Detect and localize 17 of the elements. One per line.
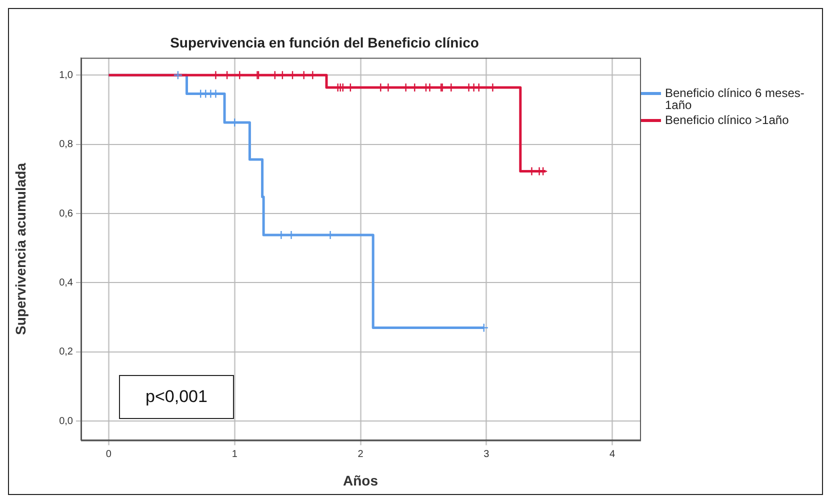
legend-label: Beneficio clínico >1año [665,113,790,127]
x-tick-label: 3 [484,448,490,460]
annotation: p<0,001 [146,387,208,407]
y-tick-label: 0,0 [59,416,74,427]
x-tick-label: 0 [106,448,112,460]
y-tick-label: 0,2 [59,346,74,358]
y-tick-label: 1,0 [59,70,74,81]
y-axis-title: Supervivencia acumulada [12,162,28,335]
x-axis-title: Años [343,472,378,488]
legend-label: Beneficio clínico 6 meses-1año [665,86,806,112]
y-tick-label: 0,8 [59,139,74,150]
chart-title: Supervivencia en función del Beneficio clínico [170,34,479,50]
x-tick-label: 1 [232,448,238,460]
x-tick-label: 4 [610,448,616,460]
y-tick-label: 0,4 [59,277,74,288]
y-tick-label: 0,6 [59,208,74,220]
x-tick-label: 2 [358,448,364,460]
